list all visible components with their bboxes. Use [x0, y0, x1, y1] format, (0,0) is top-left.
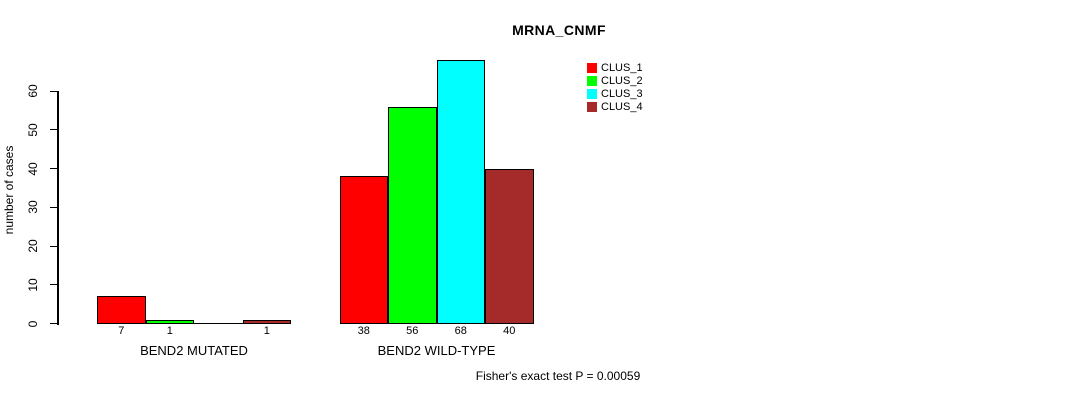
legend-swatch	[587, 75, 597, 86]
bar-value-label: 40	[503, 325, 516, 337]
bar-value-label: 68	[454, 325, 467, 337]
y-tick	[50, 129, 57, 131]
y-tick-label: 60	[26, 84, 40, 98]
bar	[145, 319, 194, 324]
legend-label: CLUS_3	[601, 87, 643, 100]
y-tick	[50, 284, 57, 286]
bar-value-label: 56	[406, 325, 419, 337]
y-tick-label: 30	[26, 200, 40, 214]
y-tick-label: 50	[26, 123, 40, 137]
legend-label: CLUS_4	[601, 100, 643, 113]
stat-annotation: Fisher's exact test P = 0.00059	[475, 369, 641, 383]
bar	[485, 168, 534, 324]
legend-swatch	[587, 62, 597, 73]
legend: CLUS_1 CLUS_2 CLUS_3 CLUS_4	[587, 61, 643, 113]
legend-item: CLUS_4	[587, 100, 643, 113]
y-axis-line	[57, 91, 59, 325]
bar-value-label: 1	[263, 325, 270, 337]
x-group-label: BEND2 WILD-TYPE	[377, 343, 496, 358]
y-tick	[50, 168, 57, 170]
y-tick-label: 40	[26, 161, 40, 176]
y-tick-label: 10	[26, 278, 40, 292]
y-tick	[50, 245, 57, 247]
legend-item: CLUS_1	[587, 61, 643, 74]
y-tick	[50, 206, 57, 208]
y-tick	[50, 323, 57, 325]
legend-item: CLUS_3	[587, 87, 643, 100]
legend-label: CLUS_1	[601, 61, 643, 74]
legend-swatch	[587, 88, 597, 99]
bar	[339, 176, 388, 324]
legend-label: CLUS_2	[601, 74, 643, 87]
bar	[388, 106, 437, 324]
bar-value-label: 38	[357, 325, 370, 337]
bar-value-label: 7	[118, 325, 125, 337]
bar	[242, 319, 291, 324]
y-axis-label: number of cases	[2, 145, 16, 235]
x-group-label: BEND2 MUTATED	[140, 343, 248, 358]
y-tick-label: 20	[26, 239, 40, 253]
bar-zero	[194, 322, 243, 324]
bar	[97, 296, 146, 324]
y-tick-label: 0	[26, 320, 40, 327]
bar	[436, 60, 485, 324]
legend-swatch	[587, 101, 597, 112]
bar-value-label: 1	[166, 325, 173, 337]
y-tick	[50, 90, 57, 92]
legend-item: CLUS_2	[587, 74, 643, 87]
chart-title: MRNA_CNMF	[512, 22, 606, 38]
